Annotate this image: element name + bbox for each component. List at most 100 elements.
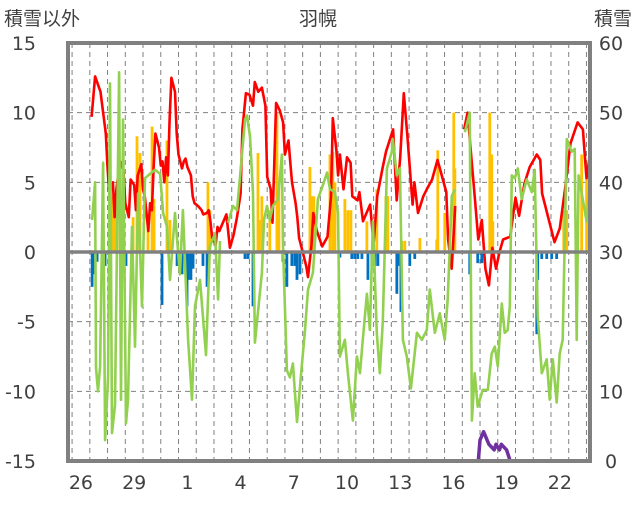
orange-bar [491, 221, 495, 252]
orange-bar [343, 199, 347, 252]
x-tick-label: 16 [441, 472, 465, 494]
orange-bar [256, 153, 260, 252]
blue-bar [480, 252, 484, 264]
left-axis-label: 積雪以外 [4, 8, 80, 30]
orange-bar [111, 196, 115, 252]
blue-bar [285, 252, 289, 287]
orange-bar [346, 210, 350, 252]
orange-bar [208, 210, 212, 252]
orange-bar [333, 182, 337, 252]
blue-bar [555, 252, 559, 259]
chart-title: 羽幌 [299, 8, 337, 30]
right-tick-label: 20 [599, 312, 623, 334]
orange-bar [152, 199, 156, 252]
blue-bar [290, 252, 294, 266]
blue-bar [356, 252, 360, 259]
right-tick-label: 10 [599, 381, 623, 403]
blue-bar [180, 252, 184, 275]
right-axis-label: 積雪 [594, 8, 632, 30]
orange-bar [257, 219, 261, 252]
blue-bar [295, 252, 299, 280]
blue-bar [413, 252, 417, 259]
blue-bar [293, 252, 297, 266]
orange-bar [331, 151, 335, 252]
blue-bar [191, 252, 195, 269]
orange-bar [349, 210, 353, 252]
right-tick-label: 60 [599, 33, 623, 55]
right-tick-label: 50 [599, 103, 623, 125]
orange-bar [386, 196, 390, 252]
orange-bar [375, 189, 379, 252]
x-tick-label: 4 [235, 472, 247, 494]
blue-bar [550, 252, 554, 259]
blue-bar [360, 252, 364, 259]
right-tick-label: 0 [605, 451, 617, 473]
left-tick-label: 0 [24, 242, 36, 264]
blue-bar [186, 252, 190, 280]
x-tick-label: 19 [495, 472, 519, 494]
blue-bar [175, 252, 179, 266]
green-line [90, 71, 591, 442]
orange-bar [308, 167, 312, 252]
left-tick-label: 5 [24, 172, 36, 194]
x-tick-label: 13 [388, 472, 412, 494]
orange-bar [268, 210, 272, 252]
left-tick-label: -10 [5, 381, 36, 403]
orange-bar [138, 153, 142, 252]
orange-bar [580, 154, 584, 252]
right-tick-label: 40 [599, 172, 623, 194]
blue-bar [246, 252, 250, 259]
orange-bar [275, 112, 279, 253]
blue-bar [124, 252, 128, 266]
left-tick-label: 15 [12, 33, 36, 55]
left-tick-label: 10 [12, 103, 36, 125]
right-tick-label: 30 [599, 242, 623, 264]
x-tick-label: 7 [288, 472, 300, 494]
lines [89, 71, 592, 463]
blue-bar [95, 252, 99, 262]
orange-bar [260, 196, 264, 252]
orange-bar [165, 140, 169, 252]
blue-bar [91, 252, 95, 275]
blue-bar [353, 252, 357, 259]
blue-bar [201, 252, 205, 266]
blue-bar [545, 252, 549, 259]
blue-bar [376, 252, 380, 266]
snow-depth-line [89, 429, 592, 463]
orange-bar [418, 238, 422, 252]
orange-bar [113, 196, 117, 252]
x-tick-label: 10 [335, 472, 359, 494]
orange-bar [403, 240, 407, 252]
left-tick-label: -15 [5, 451, 36, 473]
orange-bar [490, 154, 494, 252]
orange-bar [277, 182, 281, 252]
blue-bar [298, 252, 302, 275]
blue-bar [540, 252, 544, 259]
blue-bar [408, 252, 412, 266]
blue-bar [338, 252, 342, 258]
orange-bar [488, 112, 492, 253]
orange-bar [365, 221, 369, 252]
blue-bar [160, 252, 164, 305]
blue-bar [243, 252, 247, 259]
blue-bar [189, 252, 193, 280]
x-tick-label: 29 [122, 472, 146, 494]
orange-bar [168, 219, 172, 252]
orange-bar [146, 219, 150, 252]
blue-bar [395, 252, 399, 294]
orange-bar [436, 150, 440, 252]
left-tick-label: -5 [17, 312, 36, 334]
plot-frame [66, 41, 592, 463]
x-tick-label: 26 [69, 472, 93, 494]
x-tick-label: 1 [181, 472, 193, 494]
blue-bar [350, 252, 354, 259]
orange-bar [565, 210, 569, 252]
orange-bar [443, 212, 447, 252]
x-tick-label: 22 [548, 472, 572, 494]
blue-bar [205, 252, 209, 287]
blue-bar [476, 252, 480, 264]
orange-bar [206, 182, 210, 252]
blue-bar [366, 252, 370, 280]
